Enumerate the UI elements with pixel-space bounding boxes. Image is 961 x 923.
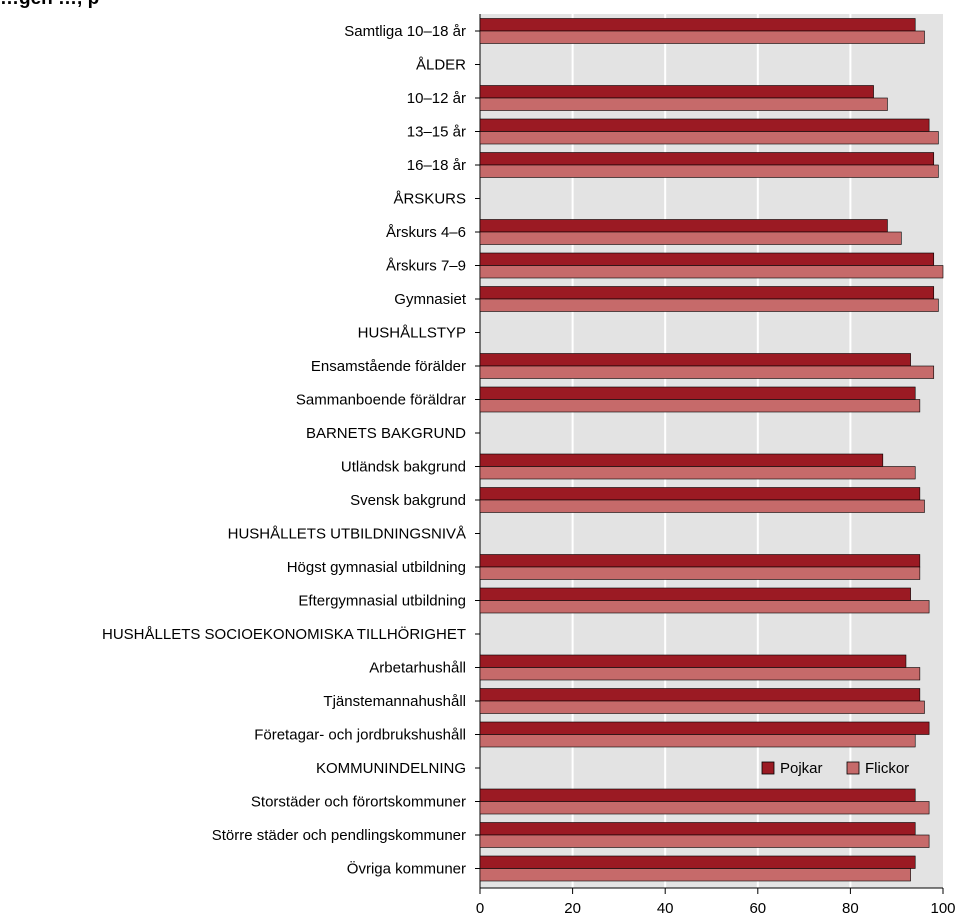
bar-pojkar (479, 152, 935, 166)
x-tick-label: 40 (657, 900, 674, 917)
category-label: Gymnasiet (394, 291, 467, 308)
category-label: KOMMUNINDELNING (316, 760, 466, 777)
category-label: Svensk bakgrund (350, 492, 466, 509)
bar-pojkar (479, 587, 911, 601)
bar-pojkar (479, 788, 916, 802)
x-tick-label: 80 (842, 900, 859, 917)
x-tick-label: 100 (930, 900, 955, 917)
category-label: Årskurs 7–9 (386, 258, 466, 275)
category-label: Större städer och pendlingskommuner (212, 827, 466, 844)
category-label: BARNETS BAKGRUND (306, 425, 466, 442)
category-label: Storstäder och förortskommuner (251, 794, 466, 811)
bar-pojkar (479, 654, 907, 668)
bar-flickor (479, 231, 902, 245)
legend-swatch-flickor (846, 761, 860, 775)
bar-pojkar (479, 286, 935, 300)
legend-label-pojkar: Pojkar (780, 760, 823, 777)
bar-flickor (479, 801, 930, 815)
category-label: Ensamstående förälder (311, 358, 466, 375)
category-label: 10–12 år (407, 90, 466, 107)
category-label: Utländsk bakgrund (341, 459, 466, 476)
bar-flickor (479, 97, 888, 111)
category-label: Arbetarhushåll (369, 660, 466, 677)
x-tick-label: 60 (749, 900, 766, 917)
bar-pojkar (479, 554, 921, 568)
category-label: Tjänstemannahushåll (323, 693, 466, 710)
bar-pojkar (479, 85, 874, 99)
bar-flickor (479, 131, 939, 145)
category-label: HUSHÅLLETS UTBILDNINGSNIVÅ (228, 526, 466, 543)
category-label: 13–15 år (407, 124, 466, 141)
plot-background (480, 14, 943, 888)
category-label: Eftergymnasial utbildning (298, 593, 466, 610)
bar-pojkar (479, 219, 888, 233)
category-label: HUSHÅLLETS SOCIOEKONOMISKA TILLHÖRIGHET (102, 625, 466, 643)
x-tick-label: 20 (564, 900, 581, 917)
bar-flickor (479, 298, 939, 312)
bar-flickor (479, 466, 916, 480)
bar-flickor (479, 164, 939, 178)
category-label: HUSHÅLLSTYP (358, 325, 466, 342)
bar-flickor (479, 566, 921, 580)
bar-flickor (479, 667, 921, 681)
bar-pojkar (479, 855, 916, 869)
bar-flickor (479, 868, 911, 882)
category-label: Högst gymnasial utbildning (287, 559, 466, 576)
bar-flickor (479, 399, 921, 413)
category-label: 16–18 år (407, 157, 466, 174)
bar-flickor (479, 734, 916, 748)
chart-title: …gen …, p (0, 0, 99, 10)
bar-pojkar (479, 118, 930, 132)
x-tick-label: 0 (476, 900, 484, 917)
category-label: Årskurs 4–6 (386, 224, 466, 241)
category-label: Företagar- och jordbrukshushåll (254, 727, 466, 744)
category-label: Sammanboende föräldrar (296, 392, 466, 409)
bar-pojkar (479, 487, 921, 501)
bar-pojkar (479, 721, 930, 735)
legend-swatch-pojkar (761, 761, 775, 775)
bar-flickor (479, 365, 935, 379)
bar-pojkar (479, 453, 884, 467)
bar-pojkar (479, 386, 916, 400)
category-label: Samtliga 10–18 år (344, 23, 466, 40)
legend: Pojkar Flickor (761, 760, 909, 777)
bar-flickor (479, 600, 930, 614)
category-label: Övriga kommuner (347, 860, 466, 878)
category-label: ÅRSKURS (393, 191, 466, 208)
legend-label-flickor: Flickor (865, 760, 909, 777)
bar-pojkar (479, 18, 916, 32)
bar-flickor (479, 834, 930, 848)
bar-pojkar (479, 822, 916, 836)
bar-pojkar (479, 688, 921, 702)
bar-flickor (479, 265, 944, 279)
category-label: ÅLDER (416, 57, 466, 74)
bar-pojkar (479, 353, 911, 367)
bar-pojkar (479, 252, 935, 266)
bar-flickor (479, 700, 925, 714)
bar-flickor (479, 499, 925, 513)
bar-flickor (479, 30, 925, 44)
